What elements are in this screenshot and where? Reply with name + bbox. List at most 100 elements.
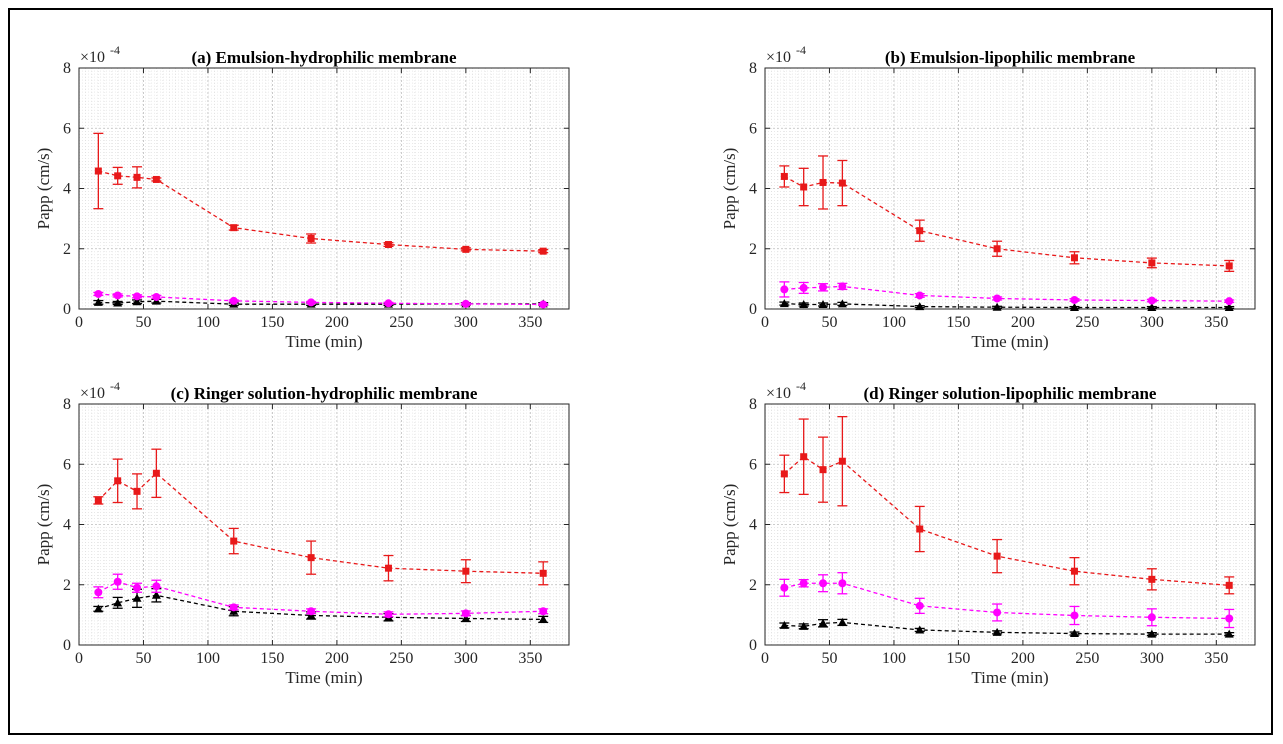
data-point — [384, 564, 392, 572]
data-point — [1069, 302, 1079, 311]
data-point — [152, 582, 161, 591]
data-point — [818, 299, 828, 308]
series-magenta-circle — [93, 289, 549, 309]
data-point — [819, 283, 828, 292]
data-point — [93, 604, 103, 613]
x-tick-label: 50 — [821, 314, 837, 331]
data-point — [780, 172, 788, 180]
y-tick-label: 4 — [63, 181, 71, 198]
series-red-square — [93, 448, 549, 586]
y-tick-label: 2 — [749, 241, 757, 258]
x-axis-label: Time (min) — [971, 668, 1048, 687]
data-point — [1070, 295, 1079, 304]
data-point — [307, 298, 316, 307]
data-point — [229, 603, 238, 612]
series-line — [784, 175, 1230, 267]
data-point — [819, 178, 827, 186]
data-point — [993, 552, 1001, 560]
data-point — [94, 289, 103, 298]
y-multiplier: ×10 — [766, 49, 791, 66]
series-magenta-circle — [93, 573, 549, 619]
series-red-square — [779, 155, 1235, 272]
data-point — [461, 299, 470, 308]
data-point — [230, 537, 238, 545]
data-point — [151, 590, 161, 599]
series-line — [98, 594, 544, 621]
chart-title: (d) Ringer solution-lipophilic membrane — [864, 384, 1157, 403]
y-tick-label: 2 — [63, 241, 71, 258]
data-point — [1147, 302, 1157, 311]
x-tick-label: 50 — [135, 650, 151, 667]
data-point — [539, 569, 547, 577]
x-tick-label: 250 — [389, 314, 413, 331]
x-tick-label: 0 — [75, 650, 83, 667]
x-tick-label: 100 — [882, 314, 906, 331]
data-point — [152, 469, 160, 477]
data-point — [1069, 629, 1079, 638]
data-point — [133, 487, 141, 495]
y-multiplier: ×10 — [80, 385, 105, 402]
series-red-square — [93, 132, 549, 255]
y-multiplier: ×10 — [766, 385, 791, 402]
data-point — [780, 285, 789, 294]
y-exponent: -4 — [110, 43, 120, 57]
data-point — [780, 583, 789, 592]
data-point — [1147, 613, 1156, 622]
y-exponent: -4 — [110, 379, 120, 393]
data-point — [539, 300, 548, 309]
data-point — [800, 183, 808, 191]
grid — [79, 404, 569, 645]
data-point — [113, 577, 122, 586]
x-tick-label: 100 — [196, 314, 220, 331]
data-point — [539, 247, 547, 255]
x-tick-label: 50 — [821, 650, 837, 667]
y-tick-label: 4 — [749, 181, 757, 198]
y-tick-label: 6 — [63, 456, 71, 473]
x-tick-label: 300 — [1140, 650, 1164, 667]
data-point — [992, 302, 1002, 311]
x-tick-label: 150 — [946, 314, 970, 331]
data-point — [915, 291, 924, 300]
y-tick-label: 4 — [63, 517, 71, 534]
chart-panel-2: 0 50 100 150 200 250 300 350 0 2 4 6 8 ×10 -4 (b) Emuls… — [720, 43, 1256, 351]
data-point — [94, 588, 103, 597]
data-point — [307, 235, 315, 243]
data-point — [780, 470, 788, 478]
x-tick-label: 350 — [518, 650, 542, 667]
data-point — [800, 453, 808, 461]
x-tick-label: 200 — [325, 314, 349, 331]
data-point — [230, 224, 238, 232]
data-point — [307, 607, 316, 616]
data-point — [384, 610, 393, 619]
y-tick-label: 6 — [749, 456, 757, 473]
data-point — [94, 496, 102, 504]
x-tick-label: 300 — [454, 650, 478, 667]
y-tick-label: 8 — [749, 396, 757, 413]
x-tick-label: 200 — [1011, 314, 1035, 331]
x-tick-label: 300 — [454, 314, 478, 331]
data-point — [462, 567, 470, 575]
data-point — [1225, 614, 1234, 623]
data-point — [1225, 297, 1234, 306]
data-point — [152, 175, 160, 183]
data-point — [539, 607, 548, 616]
x-tick-label: 150 — [946, 650, 970, 667]
data-point — [1147, 296, 1156, 305]
x-axis-label: Time (min) — [971, 332, 1048, 351]
y-tick-label: 0 — [63, 637, 71, 654]
data-point — [94, 167, 102, 175]
data-point — [113, 291, 122, 300]
y-axis-label: Papp (cm/s) — [720, 148, 739, 230]
x-axis-label: Time (min) — [285, 332, 362, 351]
data-point — [799, 283, 808, 292]
data-point — [915, 601, 924, 610]
data-point — [1070, 611, 1079, 620]
x-tick-label: 0 — [761, 650, 769, 667]
data-point — [307, 554, 315, 562]
data-point — [1224, 629, 1234, 638]
data-point — [916, 525, 924, 533]
y-axis-label: Papp (cm/s) — [34, 148, 53, 230]
series-black-triangle — [779, 299, 1235, 311]
data-point — [915, 302, 925, 311]
data-point — [132, 593, 142, 602]
